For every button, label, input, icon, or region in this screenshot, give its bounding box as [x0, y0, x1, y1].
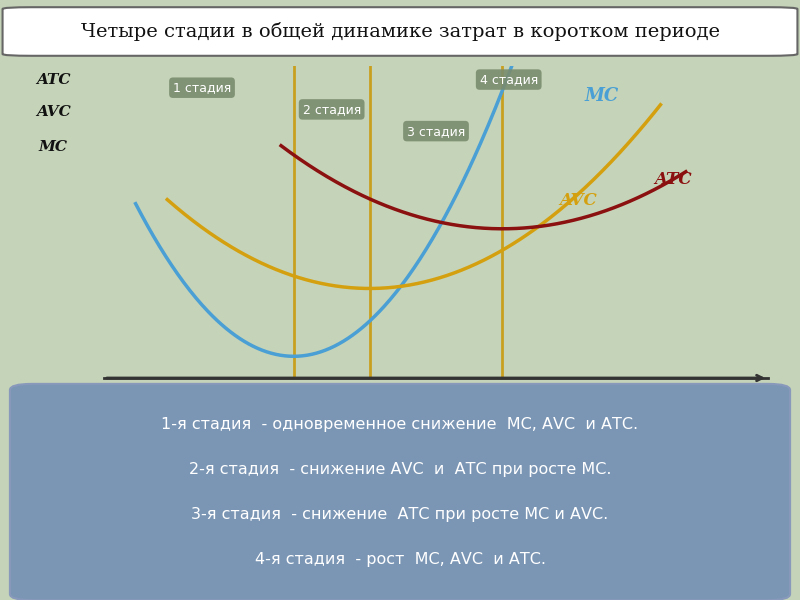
FancyBboxPatch shape — [10, 384, 790, 600]
Text: 4-я стадия  - рост  МС, АVC  и АТС.: 4-я стадия - рост МС, АVC и АТС. — [254, 552, 546, 567]
Text: Q₁: Q₁ — [282, 400, 305, 418]
Text: 2-я стадия  - снижение АVC  и  АТС при росте МС.: 2-я стадия - снижение АVC и АТС при рост… — [189, 462, 611, 477]
Text: 1-я стадия  - одновременное снижение  МС, АVC  и АТС.: 1-я стадия - одновременное снижение МС, … — [162, 417, 638, 432]
Text: MC: MC — [39, 140, 68, 154]
Text: 1 стадия: 1 стадия — [173, 81, 231, 94]
Text: MC: MC — [585, 87, 619, 105]
Text: 3 стадия: 3 стадия — [407, 125, 465, 137]
Text: 3-я стадия  - снижение  АТС при росте МС и АVC.: 3-я стадия - снижение АТС при росте МС и… — [191, 507, 609, 522]
Text: ATC: ATC — [36, 73, 70, 86]
Text: Q₃: Q₃ — [491, 400, 514, 418]
Text: 2 стадия: 2 стадия — [302, 103, 361, 116]
Text: 4 стадия: 4 стадия — [479, 73, 538, 86]
Text: Четыре стадии в общей динамике затрат в коротком периоде: Четыре стадии в общей динамике затрат в … — [81, 22, 719, 41]
Text: Q₂: Q₂ — [358, 400, 381, 418]
Text: AVC: AVC — [559, 192, 597, 209]
FancyBboxPatch shape — [2, 7, 798, 56]
Text: AVC: AVC — [36, 105, 70, 119]
Text: ATC: ATC — [654, 171, 692, 188]
